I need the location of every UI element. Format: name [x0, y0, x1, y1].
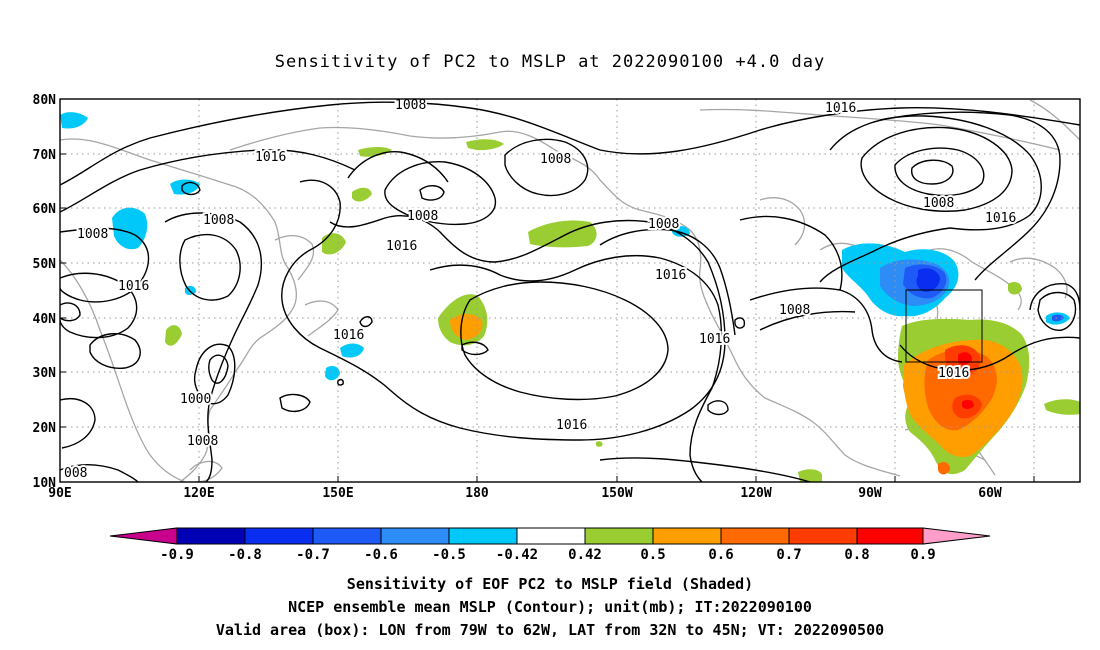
contour-label: 1016 — [825, 101, 856, 116]
contour-label: 1008 — [648, 217, 679, 232]
contour-label: 1008 — [77, 227, 108, 242]
lat-tick-label: 40N — [33, 312, 57, 327]
colorbar-label: 0.9 — [910, 547, 935, 563]
colorbar-label: 0.8 — [844, 547, 869, 563]
footer-line-3: Valid area (box): LON from 79W to 62W, L… — [216, 621, 884, 639]
colorbar-label: 0.7 — [776, 547, 801, 563]
contour-label: 1016 — [985, 211, 1016, 226]
colorbar-swatch — [380, 527, 450, 545]
contour-label: 1016 — [655, 268, 686, 283]
lat-tick-label: 10N — [33, 476, 57, 491]
footer-line-1: Sensitivity of EOF PC2 to MSLP field (Sh… — [347, 575, 753, 593]
lat-tick-label: 60N — [33, 202, 57, 217]
colorbar-swatch — [516, 527, 586, 545]
lat-tick-label: 70N — [33, 148, 57, 163]
contour-label: 1016 — [386, 239, 417, 254]
lat-tick-label: 30N — [33, 366, 57, 381]
colorbar-swatch — [448, 527, 518, 545]
contour-label: 1016 — [699, 332, 730, 347]
map-title: Sensitivity of PC2 to MSLP at 2022090100… — [275, 52, 826, 72]
colorbar-swatch — [584, 527, 654, 545]
map-frame — [59, 98, 1081, 483]
mslp-isobars — [60, 101, 1080, 482]
contour-label: 1000 — [180, 392, 211, 407]
colorbar-label: -0.6 — [364, 547, 398, 563]
colorbar-label: 0.6 — [708, 547, 733, 563]
colorbar-label: 0.5 — [640, 547, 665, 563]
contour-label: 1008 — [407, 209, 438, 224]
colorbar-label: -0.9 — [160, 547, 194, 563]
contour-label: 1008 — [779, 303, 810, 318]
lon-tick-label: 90E — [48, 486, 71, 501]
colorbar-swatch — [652, 527, 722, 545]
contour-label: 1016 — [938, 366, 969, 381]
colorbar: -0.9 -0.8 -0.7 -0.6 -0.5 -0.42 0.42 0.5 … — [109, 527, 991, 563]
map-panel — [60, 99, 1080, 482]
contour-label: 1008 — [203, 213, 234, 228]
lon-tick-label: 90W — [858, 486, 882, 501]
colorbar-swatch — [176, 527, 246, 545]
colorbar-swatch — [312, 527, 382, 545]
colorbar-left-arrow — [109, 527, 178, 545]
contour-label: 1016 — [118, 279, 149, 294]
lat-tick-label: 20N — [33, 421, 57, 436]
contour-label: 1008 — [923, 196, 954, 211]
colorbar-label: -0.5 — [432, 547, 466, 563]
contour-label: 1016 — [556, 418, 587, 433]
lat-tick-label: 80N — [33, 93, 57, 108]
lon-tick-label: 180 — [465, 486, 489, 501]
colorbar-label: -0.42 — [496, 547, 538, 563]
contour-label: 1016 — [255, 150, 286, 165]
lon-axis: 90E 120E 150E 180 150W 120W 90W 60W — [48, 476, 1035, 501]
lon-tick-label: 150W — [601, 486, 632, 501]
valid-area-box — [905, 289, 983, 363]
contour-labels: 1008 1008 1016 1008 1008 1016 1008 1016 … — [62, 96, 1018, 483]
colorbar-right-arrow — [922, 527, 991, 545]
contour-label: 1016 — [333, 328, 364, 343]
contour-label: 1008 — [187, 434, 218, 449]
lat-axis: 80N 70N 60N 50N 40N 30N 20N 10N — [33, 93, 66, 491]
lat-lon-grid — [60, 99, 1080, 482]
colorbar-swatch — [720, 527, 790, 545]
contour-label: 1008 — [540, 152, 571, 167]
colorbar-label: -0.7 — [296, 547, 330, 563]
colorbar-swatch — [856, 527, 924, 545]
colorbar-label: -0.8 — [228, 547, 262, 563]
colorbar-swatch — [788, 527, 858, 545]
contour-label: 1008 — [395, 98, 426, 113]
lon-tick-label: 120E — [183, 486, 214, 501]
footer-line-2: NCEP ensemble mean MSLP (Contour); unit(… — [288, 598, 812, 616]
lon-tick-label: 60W — [978, 486, 1002, 501]
lon-tick-label: 150E — [322, 486, 353, 501]
contour-label: 008 — [64, 466, 87, 481]
lat-tick-label: 50N — [33, 257, 57, 272]
colorbar-swatch — [244, 527, 314, 545]
colorbar-label: 0.42 — [568, 547, 602, 563]
lon-tick-label: 120W — [740, 486, 771, 501]
